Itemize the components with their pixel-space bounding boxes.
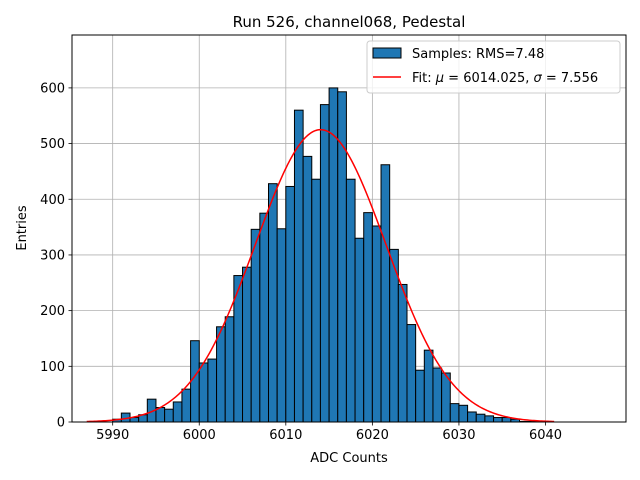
histogram-bar <box>242 266 252 423</box>
y-tick-label: 100 <box>40 360 65 375</box>
x-tick-label: 6040 <box>529 428 562 443</box>
histogram-bar <box>285 185 295 423</box>
histogram-bar <box>216 326 226 423</box>
legend-fit-label: Fit: μ = 6014.025, σ = 7.556 <box>412 71 598 86</box>
histogram-bar <box>190 340 200 423</box>
legend: Samples: RMS=7.48 Fit: μ = 6014.025, σ =… <box>366 40 621 94</box>
y-tick-label: 500 <box>40 137 65 152</box>
y-tick-label: 0 <box>57 416 65 431</box>
histogram-bar <box>224 316 235 423</box>
histogram-bar <box>449 403 460 423</box>
histogram-bar <box>354 237 365 423</box>
histogram-bar <box>458 404 469 423</box>
histogram-bar <box>467 411 477 423</box>
axis-ticks: 5990 6000 6010 6020 6030 6040 0 100 200 300 400 500… <box>40 81 562 443</box>
histogram-bar <box>181 388 192 423</box>
histogram-bar <box>475 413 486 423</box>
histogram-bar <box>345 178 356 423</box>
histogram-bar <box>267 183 278 423</box>
legend-fit-prefix: Fit: <box>412 71 436 86</box>
legend-fit-sigma-symbol: σ <box>534 71 543 86</box>
legend-fit-mu-value: = 6014.025, <box>444 71 533 86</box>
fit-curve-layer <box>86 128 555 423</box>
legend-fit-sigma-value: = 7.556 <box>542 71 598 86</box>
histogram-bar <box>363 212 373 423</box>
histogram-bar <box>415 369 425 423</box>
histogram-bar <box>172 401 183 423</box>
chart-title: Run 526, channel068, Pedestal <box>233 13 466 31</box>
histogram-bar <box>371 225 382 423</box>
x-tick-label: 6010 <box>269 428 302 443</box>
histogram-bar <box>311 178 321 423</box>
legend-box <box>366 40 621 94</box>
y-tick-label: 300 <box>40 248 65 263</box>
histogram-bar <box>259 212 269 423</box>
histogram-bar <box>302 155 313 423</box>
histogram-bar <box>164 408 174 423</box>
histogram-bar <box>484 415 495 423</box>
x-tick-label: 6000 <box>183 428 216 443</box>
histogram-bar <box>250 228 261 423</box>
y-tick-label: 200 <box>40 304 65 319</box>
histogram-bar <box>319 104 330 423</box>
histogram-bar <box>293 109 304 423</box>
histogram-bar <box>397 283 408 423</box>
legend-fit-mu-symbol: μ <box>435 71 444 86</box>
y-axis-label: Entries <box>15 205 30 251</box>
histogram-bars <box>112 87 538 423</box>
histogram-bar <box>380 164 391 423</box>
legend-samples-label: Samples: RMS=7.48 <box>412 47 544 62</box>
histogram-bar <box>493 417 503 423</box>
histogram-bar <box>207 358 218 423</box>
plot-frame <box>71 34 627 423</box>
histogram-bar <box>406 324 417 423</box>
histogram-bar <box>198 362 209 423</box>
histogram-bar <box>432 367 443 423</box>
x-tick-label: 6020 <box>356 428 389 443</box>
histogram-bar <box>423 349 434 423</box>
x-axis-label: ADC Counts <box>310 451 388 466</box>
histogram-bar <box>276 228 287 423</box>
x-tick-label: 6030 <box>442 428 475 443</box>
legend-samples-swatch <box>372 47 402 59</box>
y-tick-label: 400 <box>40 193 65 208</box>
y-tick-label: 600 <box>40 81 65 96</box>
fit-curve <box>86 128 555 423</box>
x-tick-label: 5990 <box>96 428 129 443</box>
